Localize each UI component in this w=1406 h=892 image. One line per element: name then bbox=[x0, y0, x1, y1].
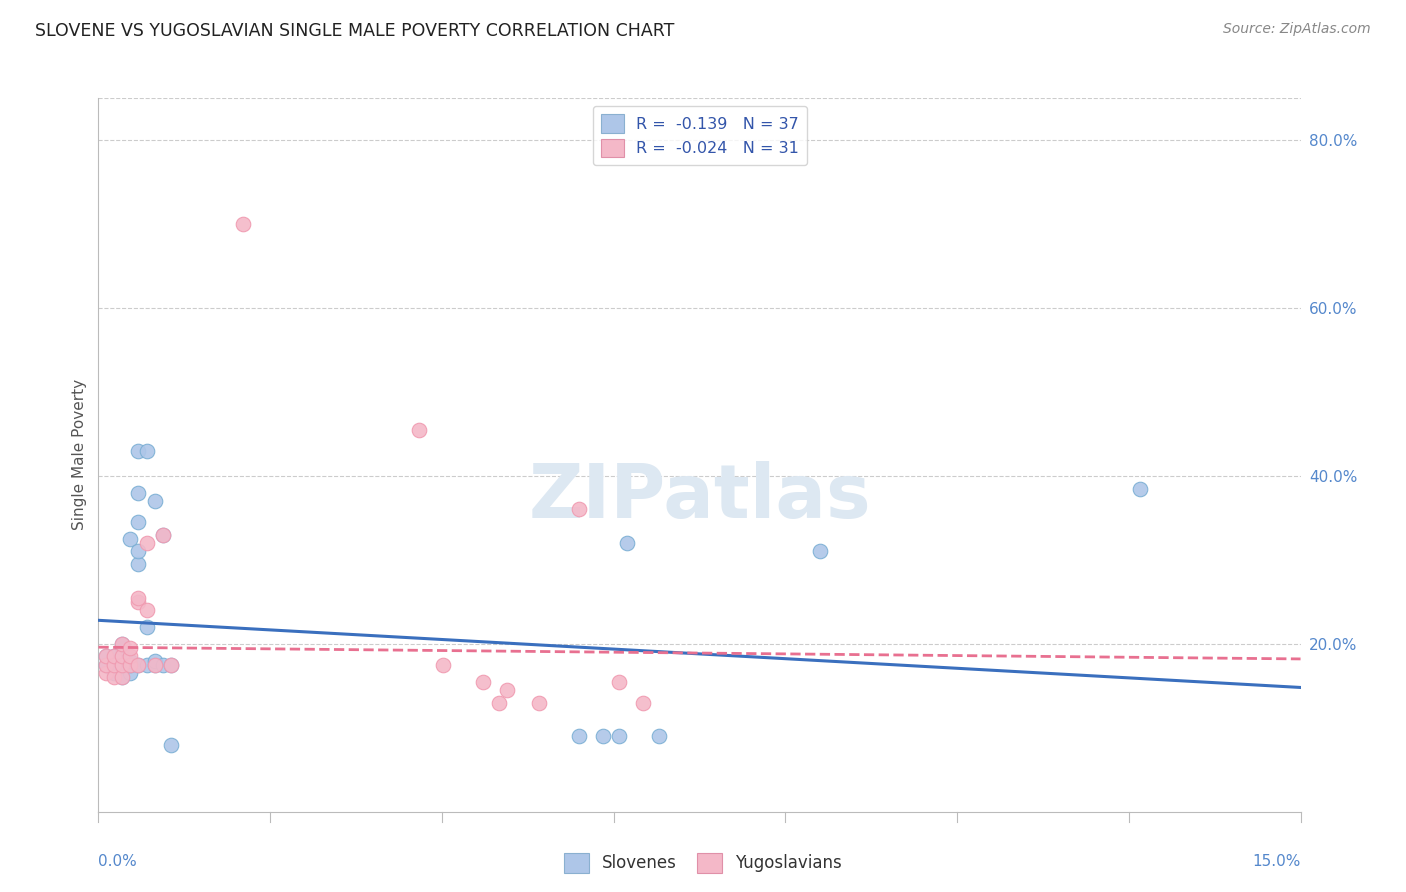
Point bbox=[111, 649, 134, 664]
Point bbox=[159, 657, 181, 672]
Point bbox=[568, 729, 591, 743]
Point bbox=[96, 657, 118, 672]
Point bbox=[128, 595, 150, 609]
Point bbox=[143, 654, 166, 668]
Legend: Slovenes, Yugoslavians: Slovenes, Yugoslavians bbox=[557, 847, 849, 880]
Point bbox=[120, 657, 142, 672]
Point bbox=[128, 657, 150, 672]
Point bbox=[120, 649, 142, 664]
Point bbox=[609, 674, 631, 689]
Text: 15.0%: 15.0% bbox=[1253, 854, 1301, 869]
Point bbox=[128, 544, 150, 558]
Point bbox=[111, 637, 134, 651]
Point bbox=[616, 536, 638, 550]
Point bbox=[143, 657, 166, 672]
Point bbox=[529, 696, 551, 710]
Point bbox=[432, 657, 454, 672]
Point bbox=[568, 502, 591, 516]
Point bbox=[648, 729, 671, 743]
Point bbox=[135, 443, 157, 458]
Y-axis label: Single Male Poverty: Single Male Poverty bbox=[72, 379, 87, 531]
Point bbox=[96, 666, 118, 681]
Legend: R =  -0.139   N = 37, R =  -0.024   N = 31: R = -0.139 N = 37, R = -0.024 N = 31 bbox=[593, 106, 807, 165]
Text: 0.0%: 0.0% bbox=[98, 854, 138, 869]
Point bbox=[103, 649, 125, 664]
Point bbox=[135, 657, 157, 672]
Point bbox=[159, 738, 181, 752]
Point bbox=[103, 666, 125, 681]
Point bbox=[232, 217, 254, 231]
Point bbox=[135, 536, 157, 550]
Point bbox=[496, 683, 519, 698]
Point bbox=[135, 620, 157, 634]
Point bbox=[103, 649, 125, 664]
Point bbox=[120, 666, 142, 681]
Point bbox=[808, 544, 831, 558]
Point bbox=[633, 696, 655, 710]
Point bbox=[152, 657, 174, 672]
Point bbox=[111, 637, 134, 651]
Point bbox=[152, 527, 174, 541]
Point bbox=[120, 532, 142, 546]
Point bbox=[128, 591, 150, 605]
Point bbox=[111, 657, 134, 672]
Point bbox=[143, 494, 166, 508]
Point bbox=[128, 657, 150, 672]
Point bbox=[472, 674, 495, 689]
Point bbox=[111, 670, 134, 684]
Point bbox=[103, 657, 125, 672]
Point bbox=[128, 515, 150, 529]
Point bbox=[96, 649, 118, 664]
Point bbox=[609, 729, 631, 743]
Point bbox=[111, 649, 134, 664]
Text: Source: ZipAtlas.com: Source: ZipAtlas.com bbox=[1223, 22, 1371, 37]
Point bbox=[103, 670, 125, 684]
Point bbox=[135, 603, 157, 617]
Point bbox=[159, 657, 181, 672]
Point bbox=[103, 657, 125, 672]
Point bbox=[128, 485, 150, 500]
Point bbox=[592, 729, 614, 743]
Point bbox=[488, 696, 510, 710]
Point bbox=[143, 657, 166, 672]
Point bbox=[111, 670, 134, 684]
Point bbox=[96, 657, 118, 672]
Point bbox=[152, 527, 174, 541]
Point bbox=[120, 640, 142, 655]
Point bbox=[120, 657, 142, 672]
Point bbox=[120, 654, 142, 668]
Point bbox=[128, 557, 150, 571]
Point bbox=[111, 640, 134, 655]
Text: SLOVENE VS YUGOSLAVIAN SINGLE MALE POVERTY CORRELATION CHART: SLOVENE VS YUGOSLAVIAN SINGLE MALE POVER… bbox=[35, 22, 675, 40]
Point bbox=[1129, 482, 1152, 496]
Point bbox=[128, 443, 150, 458]
Point bbox=[408, 423, 430, 437]
Point bbox=[111, 657, 134, 672]
Text: ZIPatlas: ZIPatlas bbox=[529, 461, 870, 534]
Point bbox=[96, 649, 118, 664]
